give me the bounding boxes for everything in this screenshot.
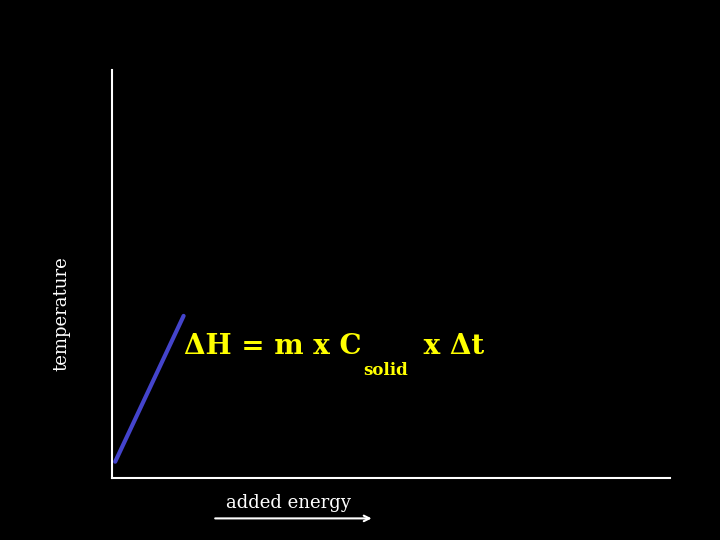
Text: solid: solid bbox=[364, 362, 408, 379]
Text: x Δt: x Δt bbox=[414, 333, 484, 360]
Text: ΔH = m x C: ΔH = m x C bbox=[184, 333, 361, 360]
Text: added energy: added energy bbox=[225, 494, 351, 512]
Text: temperature: temperature bbox=[53, 256, 71, 370]
